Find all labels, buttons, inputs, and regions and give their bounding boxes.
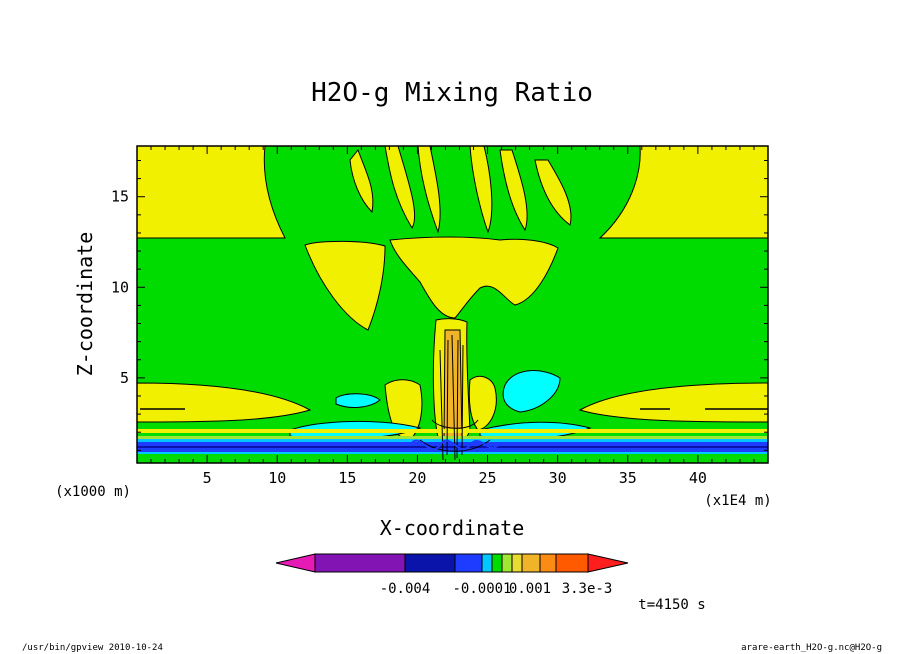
streak-3 <box>349 148 374 214</box>
colorbar-segment <box>511 553 523 573</box>
cyan-right <box>502 370 561 413</box>
x-tick-label: 10 <box>268 469 286 487</box>
colorbar-right-arrow <box>587 553 629 573</box>
region-upper-right <box>598 146 768 239</box>
y-tick-label: 10 <box>111 278 129 296</box>
footer-right: arare-earth_H2O-g.nc@H2O-g <box>741 643 882 653</box>
anvil-left <box>304 240 386 331</box>
cyan-stripe-low <box>137 452 768 454</box>
colorbar-segment <box>491 553 503 573</box>
colorbar-segment <box>454 553 483 573</box>
streak-4 <box>469 146 493 234</box>
colorbar <box>275 553 629 573</box>
x-tick-label: 20 <box>408 469 426 487</box>
streak-1 <box>384 146 416 229</box>
right-bubble <box>468 375 497 431</box>
cyan-left <box>335 393 381 408</box>
plot-frame <box>136 145 769 464</box>
x-tick-label: 25 <box>479 469 497 487</box>
y-ticks: 5 10 15 <box>111 159 768 451</box>
navy-line <box>137 446 768 448</box>
chart-title: H2O-g Mixing Ratio <box>311 78 593 108</box>
colorbar-labels: -0.004 -0.0001 0.001 3.3e-3 <box>380 581 613 597</box>
y-tick-label: 15 <box>111 188 129 206</box>
colorbar-segment <box>404 553 456 573</box>
x-tick-label: 30 <box>549 469 567 487</box>
colorbar-left-arrow <box>275 553 316 573</box>
x-tick-label: 5 <box>203 469 212 487</box>
footer-left: /usr/bin/gpview 2010-10-24 <box>22 643 163 653</box>
yellow-stripe <box>137 429 768 433</box>
streak-2 <box>417 146 441 234</box>
contour-wiggles <box>419 334 491 461</box>
streak-6 <box>534 159 572 226</box>
colorbar-segment <box>314 553 406 573</box>
streak-5 <box>499 149 528 232</box>
lower-right-layer <box>578 382 768 423</box>
x-tick-label: 40 <box>689 469 707 487</box>
colorbar-segment <box>481 553 493 573</box>
plot-area <box>137 146 768 463</box>
cyan-stripe <box>137 439 768 442</box>
x-axis-label: X-coordinate <box>380 516 525 540</box>
x-unit-label: (x1E4 m) <box>704 493 771 509</box>
blue-wiggles <box>409 439 499 451</box>
anvil-center <box>389 236 559 319</box>
colorbar-segment <box>521 553 541 573</box>
green-stripe <box>137 436 768 439</box>
region-upper-left <box>137 146 286 239</box>
x-tick-label: 15 <box>338 469 356 487</box>
x-tick-label: 35 <box>619 469 637 487</box>
x-ticks: 5 10 15 20 25 30 35 40 <box>150 146 755 487</box>
colorbar-segment <box>501 553 513 573</box>
y-axis-label: Z-coordinate <box>73 232 97 377</box>
colorbar-label-2: -0.0001 <box>452 581 511 597</box>
colorbar-segment <box>555 553 589 573</box>
y-unit-label: (x1000 m) <box>55 484 131 500</box>
y-tick-label: 5 <box>120 369 129 387</box>
colorbar-label-3: 0.001 <box>509 581 551 597</box>
green-bottom <box>137 454 768 463</box>
colorbar-segment <box>539 553 557 573</box>
colorbar-label-4: 3.3e-3 <box>562 581 613 597</box>
colorbar-label-1: -0.004 <box>380 581 431 597</box>
time-label: t=4150 s <box>638 597 705 613</box>
lower-left-layer <box>137 382 312 423</box>
